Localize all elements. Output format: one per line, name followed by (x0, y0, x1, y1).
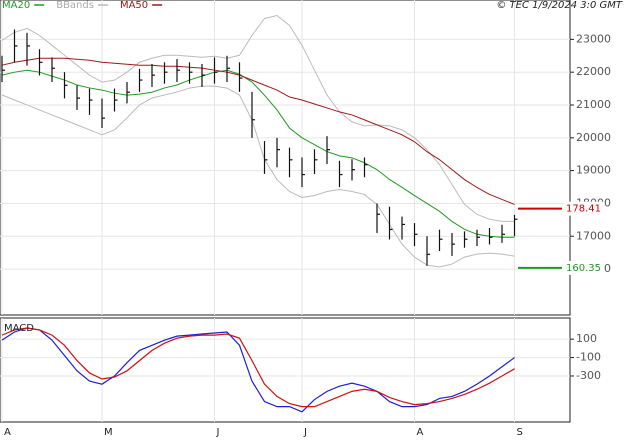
y-tick-label: 23000 (576, 32, 611, 45)
y-tick-label: -100 (576, 351, 601, 364)
legend-label: MA20 (2, 0, 30, 11)
grid (0, 0, 570, 422)
x-tick-label: J (216, 427, 220, 438)
plot (1, 14, 518, 413)
marker-label: 160.35 (566, 263, 601, 274)
x-tick-label: J (303, 427, 307, 438)
price-panel (0, 0, 571, 316)
x-tick-label: A (4, 427, 11, 438)
y-tick-label: 100 (576, 332, 597, 345)
marker-label: 178.41 (566, 204, 601, 215)
band-line (1, 14, 515, 222)
y-tick-label: 21000 (576, 98, 611, 111)
legend-label: MA50 (120, 0, 148, 11)
y-tick-label: -300 (576, 369, 601, 382)
macd-title: MACD (4, 323, 34, 334)
y-tick-label: 19000 (576, 164, 611, 177)
marker-label-bg (564, 260, 604, 275)
ma-line (1, 69, 515, 238)
marker-label-bg (564, 201, 604, 216)
x-tick-label: S (517, 427, 523, 438)
y-tick-label: 20000 (576, 131, 611, 144)
legend-label: BBands (56, 0, 94, 11)
source: © TEC 1/9/2024 3:0 GMT (496, 0, 623, 11)
band-line (1, 85, 515, 268)
macd-line (1, 327, 515, 408)
y-tick-label: 17000 (576, 229, 611, 242)
x-tick-label: M (104, 427, 113, 438)
ma-line (1, 57, 515, 205)
y-tick-label: 22000 (576, 65, 611, 78)
macd-panel (0, 317, 571, 423)
x-tick-label: A (417, 427, 424, 438)
